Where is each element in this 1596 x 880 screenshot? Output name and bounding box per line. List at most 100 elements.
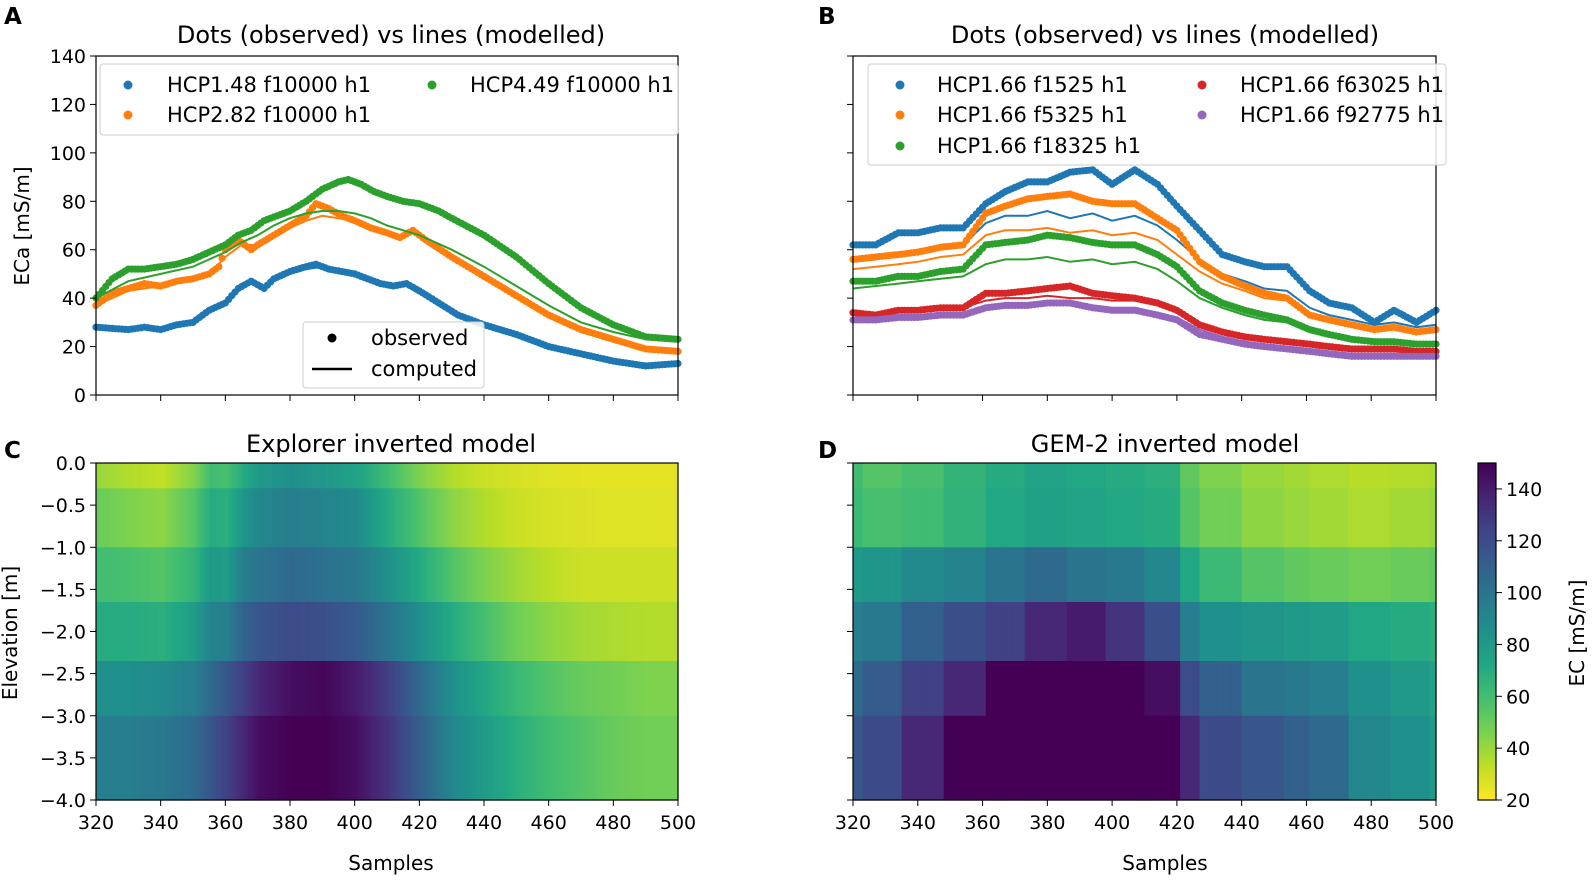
heatmap-cell-d [1338, 661, 1342, 717]
heatmap-cell-c [183, 463, 188, 489]
heatmap-cell-d [1053, 602, 1057, 662]
heatmap-cell-d [1398, 602, 1401, 662]
heatmap-cell-d [1121, 661, 1125, 717]
heatmap-cell-d [1431, 602, 1434, 662]
heatmap-cell-d [974, 547, 977, 603]
heatmap-cell-c [173, 661, 178, 717]
heatmap-cell-d [895, 463, 898, 489]
heatmap-cell-d [1147, 661, 1150, 717]
heatmap-cell-d [1013, 463, 1016, 489]
heatmap-cell-d [1050, 715, 1053, 801]
heatmap-cell-d [933, 602, 937, 662]
heatmap-cell-d [1001, 547, 1005, 603]
heatmap-cell-d [990, 715, 993, 801]
heatmap-cell-c [351, 463, 356, 489]
legend-marker-a-0 [123, 80, 133, 90]
heatmap-cell-d [1063, 463, 1066, 489]
heatmap-cell-d [1191, 602, 1194, 662]
heatmap-cell-d [874, 661, 877, 717]
heatmap-cell-d [1172, 547, 1175, 603]
heatmap-cell-c [645, 661, 650, 717]
heatmap-cell-d [1418, 463, 1421, 489]
heatmap-cell-c [99, 463, 104, 489]
heatmap-cell-d [880, 547, 883, 603]
heatmap-cell-c [564, 661, 569, 717]
heatmap-cell-c [674, 715, 679, 801]
heatmap-cell-d [1241, 661, 1244, 717]
heatmap-cell-d [1259, 715, 1262, 801]
series-b-2 [849, 231, 1440, 348]
heatmap-cell-c [474, 463, 479, 489]
heatmap-cell-d [1293, 463, 1296, 489]
heatmap-cell-d [1045, 661, 1048, 717]
heatmap-cell-d [1299, 488, 1303, 548]
heatmap-cell-d [1267, 488, 1270, 548]
heatmap-cell-c [241, 602, 246, 662]
heatmap-cell-c [290, 547, 294, 603]
heatmap-cell-c [105, 547, 110, 603]
heatmap-cell-d [1367, 488, 1371, 548]
heatmap-cell-c [193, 547, 197, 603]
heatmap-cell-d [1238, 463, 1241, 489]
heatmap-cell-c [484, 488, 488, 548]
heatmap-cell-d [976, 547, 979, 603]
heatmap-cell-d [1134, 715, 1137, 801]
heatmap-cell-d [1301, 547, 1304, 603]
heatmap-cell-c [370, 463, 375, 489]
heatmap-cell-d [1006, 547, 1010, 603]
heatmap-cell-d [1091, 661, 1094, 717]
heatmap-cell-d [948, 463, 951, 489]
heatmap-cell-d [924, 463, 927, 489]
heatmap-cell-d [890, 661, 893, 717]
heatmap-cell-d [1006, 488, 1010, 548]
heatmap-cell-c [435, 463, 440, 489]
legend-entry-b-1: HCP1.66 f5325 h1 [937, 103, 1128, 127]
heatmap-cell-d [1338, 463, 1342, 489]
heatmap-cell-d [1048, 661, 1052, 717]
heatmap-cell-d [993, 488, 997, 548]
heatmap-cell-d [1066, 715, 1069, 801]
colorbar-swatch [1478, 639, 1496, 643]
heatmap-cell-c [215, 602, 220, 662]
heatmap-cell-d [1139, 602, 1142, 662]
heatmap-cell-d [1065, 602, 1068, 662]
heatmap-cell-d [1387, 547, 1390, 603]
heatmap-cell-c [319, 715, 323, 801]
heatmap-cell-c [251, 547, 256, 603]
heatmap-cell-c [438, 488, 443, 548]
colorbar-swatch [1478, 745, 1496, 749]
heatmap-cell-c [183, 602, 188, 662]
heatmap-cell-c [273, 715, 278, 801]
heatmap-cell-c [419, 463, 424, 489]
colorbar-swatch [1478, 540, 1496, 544]
heatmap-cell-d [966, 547, 969, 603]
heatmap-cell-d [1350, 715, 1353, 801]
heatmap-cell-c [399, 488, 404, 548]
heatmap-cell-c [461, 547, 466, 603]
heatmap-cell-c [222, 463, 226, 489]
heatmap-cell-d [1364, 547, 1367, 603]
heatmap-cell-d [1380, 463, 1384, 489]
heatmap-cell-d [1120, 547, 1123, 603]
colorbar-swatch [1478, 545, 1496, 550]
heatmap-cell-c [590, 488, 595, 548]
heatmap-cell-c [286, 715, 291, 801]
heatmap-cell-d [1218, 602, 1222, 662]
heatmap-cell-d [1426, 715, 1429, 801]
heatmap-cell-d [929, 488, 932, 548]
heatmap-cell-d [955, 661, 958, 717]
heatmap-cell-d [1342, 463, 1345, 489]
heatmap-cell-d [953, 715, 956, 801]
heatmap-cell-d [1129, 715, 1133, 801]
heatmap-cell-d [1423, 547, 1426, 603]
heatmap-cell-d [1196, 463, 1199, 489]
x-tick-label-d: 340 [900, 812, 936, 834]
heatmap-cell-d [921, 547, 924, 603]
heatmap-cell-d [1168, 488, 1172, 548]
heatmap-cell-c [364, 463, 369, 489]
heatmap-cell-c [484, 715, 488, 801]
heatmap-cell-d [1251, 602, 1254, 662]
heatmap-cell-d [961, 661, 964, 717]
heatmap-cell-d [1201, 463, 1204, 489]
heatmap-cell-c [393, 602, 398, 662]
